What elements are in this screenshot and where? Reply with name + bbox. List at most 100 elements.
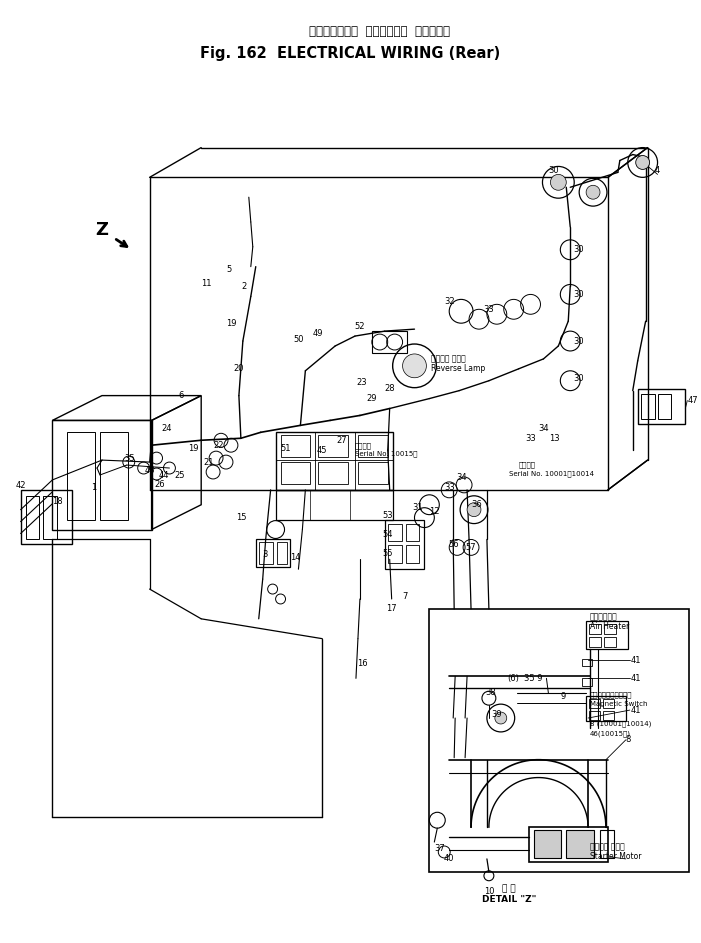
- Text: 44: 44: [158, 472, 169, 481]
- Text: 45: 45: [317, 446, 327, 455]
- Text: 16: 16: [357, 659, 367, 668]
- Circle shape: [550, 174, 566, 190]
- Text: 17: 17: [386, 604, 397, 613]
- Text: 22: 22: [214, 440, 224, 450]
- Bar: [603, 711, 614, 720]
- Bar: [67, 432, 95, 520]
- Bar: [277, 542, 287, 564]
- Bar: [600, 830, 614, 858]
- Bar: [406, 523, 419, 541]
- Text: 8 (10001～10014): 8 (10001～10014): [590, 720, 651, 727]
- Text: 57: 57: [465, 543, 477, 552]
- Bar: [318, 436, 348, 457]
- Text: 55: 55: [383, 549, 393, 558]
- Text: 18: 18: [52, 497, 62, 506]
- Bar: [604, 623, 616, 634]
- Text: リバース ランプ: リバース ランプ: [431, 355, 466, 363]
- Bar: [641, 393, 655, 420]
- Text: DETAIL "Z": DETAIL "Z": [482, 895, 536, 904]
- Text: 53: 53: [382, 511, 393, 521]
- Bar: [358, 436, 388, 457]
- Text: 33: 33: [444, 484, 454, 492]
- Text: 2: 2: [241, 282, 247, 291]
- Text: 1: 1: [91, 484, 97, 492]
- Text: 30: 30: [548, 166, 559, 174]
- Text: 13: 13: [549, 434, 559, 443]
- Text: Magnetic Switch: Magnetic Switch: [590, 702, 648, 707]
- Text: 14: 14: [290, 553, 301, 562]
- Text: 8: 8: [625, 736, 630, 744]
- Text: Fig. 162  ELECTRICAL WIRING (Rear): Fig. 162 ELECTRICAL WIRING (Rear): [200, 46, 500, 61]
- Bar: [406, 545, 419, 563]
- Circle shape: [586, 185, 600, 199]
- Text: 49: 49: [313, 328, 323, 338]
- Bar: [529, 827, 608, 862]
- Bar: [589, 623, 601, 634]
- Bar: [372, 331, 407, 353]
- Text: 24: 24: [161, 423, 172, 433]
- Bar: [658, 393, 672, 420]
- Text: 通用号数: 通用号数: [519, 462, 536, 469]
- Text: エレクトリカル  ワイヤリング  （リヤー）: エレクトリカル ワイヤリング （リヤー）: [309, 25, 450, 38]
- Text: (6): (6): [507, 674, 519, 683]
- Bar: [589, 711, 600, 720]
- Text: 54: 54: [383, 530, 393, 539]
- Text: 28: 28: [384, 384, 395, 393]
- Text: 25: 25: [174, 472, 184, 481]
- Text: 26: 26: [154, 480, 165, 489]
- Bar: [586, 696, 626, 721]
- Text: 30: 30: [573, 245, 583, 255]
- Text: 27: 27: [336, 436, 348, 445]
- Text: 36: 36: [472, 500, 482, 509]
- Text: 4: 4: [655, 166, 660, 174]
- Text: 43: 43: [144, 466, 155, 474]
- Circle shape: [636, 156, 650, 170]
- Bar: [638, 389, 686, 424]
- Text: 7: 7: [402, 592, 407, 602]
- Text: マグネット・スイッチ: マグネット・スイッチ: [590, 691, 632, 698]
- Text: 41: 41: [630, 656, 641, 665]
- Text: 29: 29: [367, 394, 377, 403]
- Text: 10: 10: [484, 887, 494, 896]
- Bar: [26, 496, 39, 539]
- Circle shape: [495, 712, 507, 724]
- Bar: [603, 699, 614, 708]
- Bar: [533, 830, 562, 858]
- Text: 30: 30: [573, 290, 583, 299]
- Text: Z: Z: [95, 221, 109, 239]
- Text: 23: 23: [357, 378, 367, 388]
- Text: 42: 42: [15, 481, 26, 490]
- Bar: [582, 678, 592, 687]
- Bar: [388, 523, 402, 541]
- Text: 31: 31: [412, 504, 423, 512]
- Text: 34: 34: [538, 423, 549, 433]
- Text: 47: 47: [688, 396, 699, 405]
- Text: 34: 34: [456, 473, 466, 483]
- Bar: [358, 462, 388, 484]
- Text: 9: 9: [561, 692, 566, 701]
- Text: Air Heater: Air Heater: [590, 622, 629, 631]
- Bar: [566, 830, 594, 858]
- Bar: [385, 520, 424, 570]
- Text: 39: 39: [491, 709, 502, 719]
- Text: 詳 圖: 詳 圖: [502, 885, 515, 893]
- Bar: [318, 462, 348, 484]
- Bar: [604, 637, 616, 647]
- Bar: [53, 421, 151, 530]
- Text: 15: 15: [236, 513, 246, 522]
- Circle shape: [467, 503, 481, 517]
- Bar: [280, 436, 311, 457]
- Text: 51: 51: [280, 444, 291, 453]
- Bar: [388, 545, 402, 563]
- Text: 33: 33: [525, 434, 536, 443]
- Text: 52: 52: [355, 322, 365, 331]
- Bar: [256, 539, 290, 568]
- Text: スタータ モータ: スタータ モータ: [590, 842, 625, 852]
- Text: 適用号数: 適用号数: [355, 442, 372, 449]
- Text: 33: 33: [484, 305, 494, 314]
- Bar: [582, 658, 592, 667]
- Text: 30: 30: [573, 337, 583, 345]
- Text: 21: 21: [204, 457, 215, 467]
- Bar: [275, 489, 393, 520]
- Text: 11: 11: [201, 279, 212, 288]
